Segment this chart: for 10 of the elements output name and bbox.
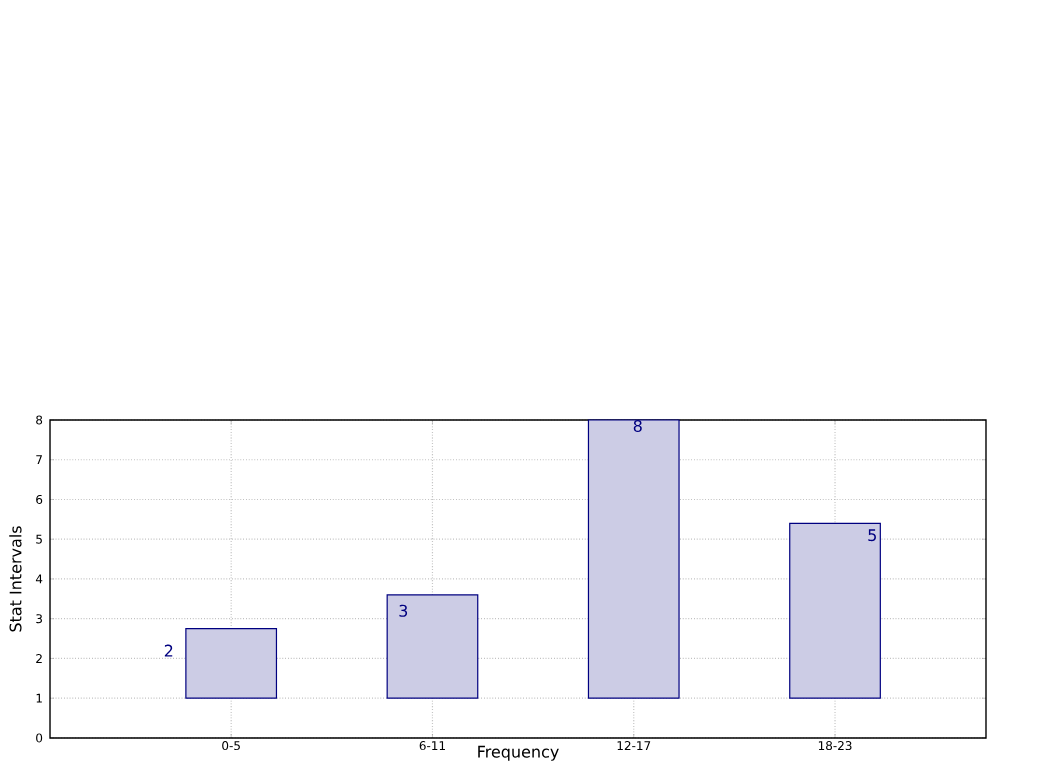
annotation: 8 (633, 419, 642, 432)
bar (386, 594, 479, 699)
bar (587, 419, 680, 699)
annotation: 5 (868, 529, 876, 542)
annotation: 2 (164, 644, 173, 657)
annotation: 3 (399, 604, 408, 617)
bar (185, 628, 278, 699)
y-axis-title: Stat Intervals (9, 526, 22, 632)
x-axis-title: Frequency (478, 745, 559, 761)
bar (789, 522, 881, 699)
